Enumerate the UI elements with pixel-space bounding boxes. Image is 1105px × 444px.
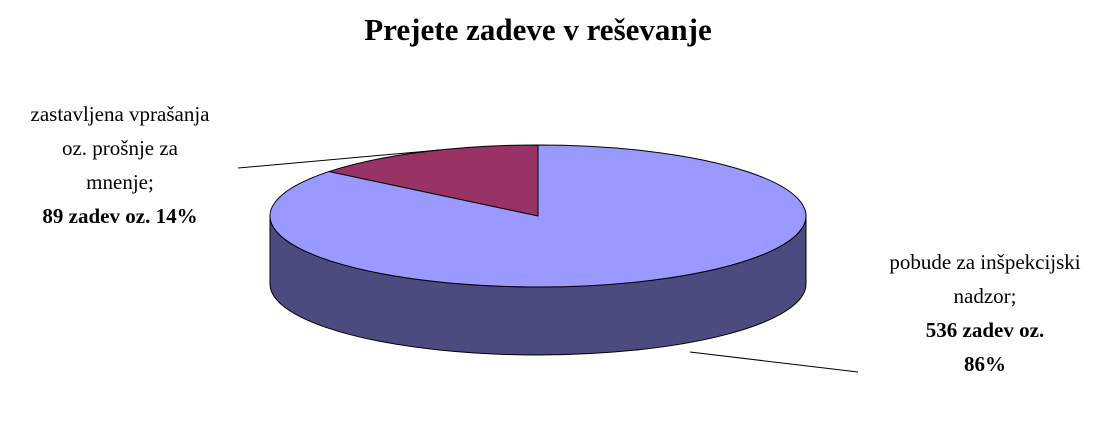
value-label: 89 zadev oz. 14% (42, 204, 198, 228)
slice (269, 144, 807, 288)
slice-label: pobude za inšpekcijski nadzor; 536 zadev… (865, 245, 1105, 381)
chart-title: Prejete zadeve v reševanje (364, 12, 712, 47)
slice-label: zastavljena vprašanja oz. prošnje za mne… (0, 97, 240, 233)
category-label: pobude za inšpekcijski nadzor; (889, 250, 1081, 308)
value-label: 536 zadev oz. 86% (925, 318, 1045, 376)
leader-line (689, 351, 859, 373)
leader-line (237, 149, 441, 169)
category-label: zastavljena vprašanja oz. prošnje za mne… (30, 102, 210, 194)
